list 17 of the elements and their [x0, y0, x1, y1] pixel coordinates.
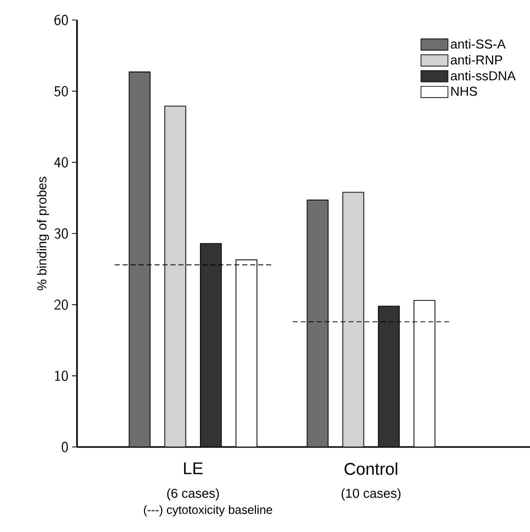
text: (10 cases): [342, 488, 400, 500]
x-tick-label: Control: [344, 462, 398, 475]
y-tick-label: 50: [54, 86, 68, 96]
text: (6 cases): [167, 488, 219, 500]
y-tick-label: 60: [54, 14, 68, 26]
x-tick-label: LE: [184, 462, 203, 474]
legend-label: NHS: [451, 86, 478, 96]
y-tick-label: 10: [55, 370, 68, 382]
y-tick-label: 20: [54, 299, 68, 310]
text: (---) cytotoxicity baseline: [144, 505, 272, 516]
y-tick-label: 30: [54, 228, 68, 239]
y-tick-label: 40: [54, 157, 68, 168]
y-axis-title: % binding of probes: [36, 176, 50, 290]
y-tick-label: 0: [62, 442, 68, 452]
legend-label: anti-SS-A: [450, 39, 506, 49]
legend-label: anti-RNP: [450, 54, 502, 64]
legend-label: anti-ssDNA: [450, 70, 516, 80]
